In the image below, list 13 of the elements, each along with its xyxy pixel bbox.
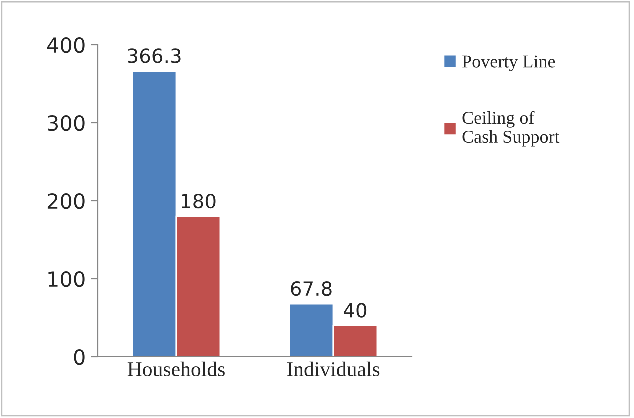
y-tick-label: 0	[74, 349, 85, 366]
y-tick-label: 200	[48, 193, 85, 210]
legend-label: Poverty Line	[462, 56, 556, 72]
data-label: 180	[182, 194, 216, 209]
data-label: 40	[344, 303, 367, 318]
data-label: 366.3	[128, 48, 181, 64]
y-tick-label: 100	[48, 271, 85, 288]
legend-label: Ceiling of Cash Support	[462, 111, 560, 147]
data-label: 67.8	[291, 281, 332, 296]
y-tick-label: 400	[47, 37, 85, 54]
x-tick-label: Households	[128, 362, 225, 377]
x-tick-label: Individuals	[287, 362, 380, 377]
y-tick-label: 300	[48, 115, 85, 132]
